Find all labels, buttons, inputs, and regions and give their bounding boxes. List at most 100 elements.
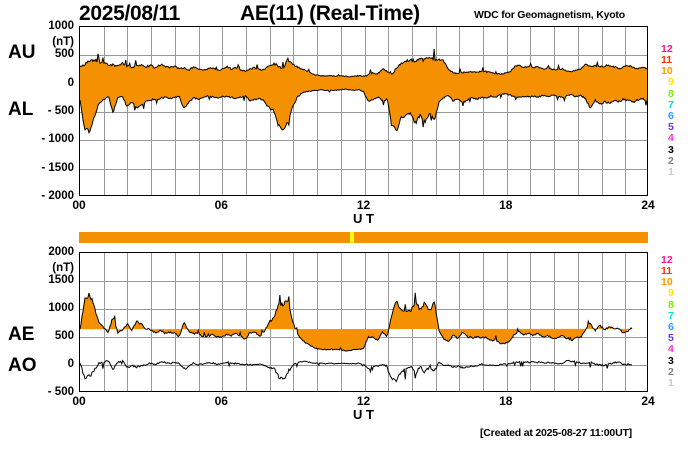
gridline-vertical bbox=[199, 253, 200, 391]
gridline-vertical bbox=[246, 27, 247, 195]
gridline-vertical bbox=[365, 27, 366, 195]
gridline-horizontal bbox=[80, 281, 647, 282]
legend-item-level-5: 5 bbox=[668, 121, 674, 134]
gridline-horizontal bbox=[80, 140, 647, 141]
gridline-vertical bbox=[222, 253, 223, 391]
legend-item-level-7: 7 bbox=[668, 98, 674, 111]
series-label-ao: AO bbox=[8, 354, 37, 376]
gridline-vertical bbox=[246, 253, 247, 391]
y-axis-tick-label: 2000 bbox=[48, 246, 74, 258]
series-line-upper bbox=[80, 293, 632, 351]
data-source-credit: WDC for Geomagnetism, Kyoto bbox=[474, 9, 625, 21]
y-axis-tick-label: - 2000 bbox=[41, 190, 74, 202]
series-side-labels-bottom: AE AO bbox=[0, 252, 74, 392]
gridline-vertical bbox=[341, 253, 342, 391]
legend-item-level-7: 7 bbox=[668, 309, 674, 322]
series-line-lower bbox=[80, 360, 632, 381]
series-area-ae-ao bbox=[80, 253, 647, 391]
legend-item-level-11: 11 bbox=[661, 53, 673, 66]
gridline-vertical bbox=[388, 253, 389, 391]
gridline-vertical bbox=[388, 27, 389, 195]
series-line-upper bbox=[80, 49, 647, 77]
series-label-al: AL bbox=[8, 98, 34, 120]
chart-panel-ae-ao bbox=[79, 252, 648, 392]
y-axis-tick-label: 0 bbox=[67, 76, 74, 89]
plot-area-ae-ao bbox=[79, 252, 648, 392]
gridline-vertical bbox=[554, 27, 555, 195]
y-axis-tick-label: - 500 bbox=[47, 386, 74, 398]
gridline-vertical bbox=[507, 27, 508, 195]
series-line-lower bbox=[80, 89, 647, 133]
chart-panel-au-al bbox=[79, 26, 648, 196]
plot-area-au-al bbox=[79, 26, 648, 196]
y-axis-unit-label: (nT) bbox=[52, 36, 74, 48]
legend-item-level-6: 6 bbox=[668, 109, 674, 122]
series-side-labels-top: AU AL bbox=[0, 26, 74, 196]
gridline-vertical bbox=[507, 253, 508, 391]
legend-bottom: 12 11 10 9 8 7 6 5 4 3 2 1 bbox=[661, 255, 687, 389]
legend-item-level-9: 9 bbox=[668, 287, 674, 300]
gridline-vertical bbox=[222, 27, 223, 195]
gridline-horizontal bbox=[80, 112, 647, 113]
legend-item-level-8: 8 bbox=[668, 298, 674, 311]
y-axis-tick-label: - 500 bbox=[47, 105, 74, 117]
legend-item-level-3: 3 bbox=[668, 143, 674, 156]
x-axis-bottom: 00 06 12 18 24 U T bbox=[72, 393, 654, 423]
gridline-vertical bbox=[104, 253, 105, 391]
legend-item-level-2: 2 bbox=[668, 365, 674, 378]
gridline-vertical bbox=[483, 27, 484, 195]
gridline-vertical bbox=[483, 253, 484, 391]
gridline-vertical bbox=[578, 253, 579, 391]
activity-level-bar bbox=[79, 232, 648, 243]
legend-item-level-4: 4 bbox=[668, 132, 674, 145]
legend-item-level-8: 8 bbox=[668, 87, 674, 100]
creation-timestamp: [Created at 2025-08-27 11:00UT] bbox=[480, 427, 632, 439]
gridline-vertical bbox=[317, 27, 318, 195]
gridline-vertical bbox=[365, 253, 366, 391]
gridline-horizontal bbox=[80, 169, 647, 170]
gridline-vertical bbox=[341, 27, 342, 195]
y-axis-tick-label: 0 bbox=[67, 358, 74, 370]
x-axis-top: 00 06 12 18 24 U T bbox=[72, 197, 654, 227]
gridline-vertical bbox=[602, 253, 603, 391]
gridline-vertical bbox=[175, 27, 176, 195]
x-axis-tick-label: 24 bbox=[641, 394, 655, 408]
legend-item-level-1: 1 bbox=[668, 376, 674, 389]
x-axis-tick-label: 18 bbox=[499, 198, 513, 212]
legend-item-level-12: 12 bbox=[661, 253, 673, 266]
gridline-vertical bbox=[530, 27, 531, 195]
legend-item-level-10: 10 bbox=[661, 276, 673, 289]
series-label-au: AU bbox=[8, 42, 36, 64]
gridline-vertical bbox=[151, 27, 152, 195]
gridline-vertical bbox=[199, 27, 200, 195]
x-axis-tick-label: 06 bbox=[214, 394, 228, 408]
y-axis-tick-label: 500 bbox=[54, 330, 74, 342]
y-axis-tick-label: 1500 bbox=[48, 274, 74, 286]
area-fill bbox=[80, 292, 633, 351]
gridline-vertical bbox=[625, 253, 626, 391]
series-label-ae: AE bbox=[8, 323, 35, 345]
y-axis-labels-top: 1000 500 0 - 500 - 1000 - 1500 - 2000 (nT) bbox=[0, 20, 74, 202]
y-axis-labels-bottom: 2000 1500 1000 500 0 - 500 (nT) bbox=[0, 246, 74, 398]
y-axis-tick-label: 1000 bbox=[48, 302, 74, 314]
legend-item-level-2: 2 bbox=[668, 154, 674, 167]
gridline-vertical bbox=[151, 253, 152, 391]
gridline-vertical bbox=[459, 27, 460, 195]
gridline-horizontal bbox=[80, 309, 647, 310]
gridline-horizontal bbox=[80, 55, 647, 56]
gridline-vertical bbox=[175, 253, 176, 391]
legend-item-level-3: 3 bbox=[668, 354, 674, 367]
legend-item-level-9: 9 bbox=[668, 76, 674, 89]
series-area-au-al bbox=[80, 27, 647, 195]
gridline-vertical bbox=[602, 27, 603, 195]
chart-date: 2025/08/11 bbox=[79, 2, 180, 25]
y-axis-tick-label: 1000 bbox=[48, 20, 74, 32]
gridline-vertical bbox=[530, 253, 531, 391]
legend-item-level-11: 11 bbox=[661, 264, 673, 277]
gridline-vertical bbox=[293, 253, 294, 391]
x-axis-tick-label: 12 bbox=[356, 198, 371, 212]
gridline-vertical bbox=[127, 27, 128, 195]
x-axis-tick-label: 18 bbox=[499, 394, 513, 408]
legend-item-level-6: 6 bbox=[668, 320, 674, 333]
